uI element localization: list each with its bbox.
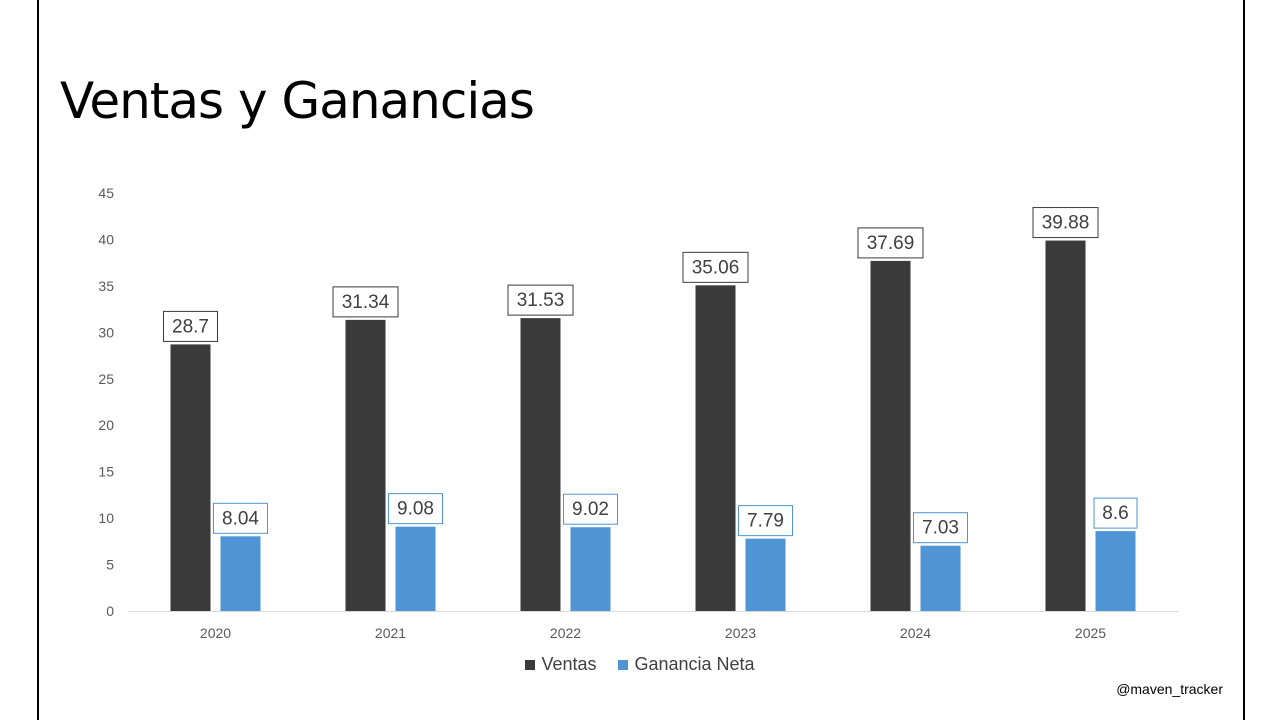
data-label-box-ventas	[857, 227, 924, 259]
x-tick-label: 2021	[375, 625, 406, 641]
data-label-box-ventas	[682, 251, 749, 283]
legend-swatch-ventas	[525, 659, 536, 670]
data-label-box-ventas	[332, 286, 399, 318]
bar-ganancia-neta	[1095, 531, 1136, 611]
data-label-ganancia-neta: 7.03	[922, 518, 959, 539]
data-label-ventas: 35.06	[692, 257, 740, 278]
data-label-ventas: 39.88	[1042, 213, 1090, 234]
data-label-ventas: 31.34	[342, 292, 390, 313]
bar-ventas	[520, 318, 561, 611]
y-tick-label: 0	[106, 603, 114, 619]
bar-ventas	[345, 319, 386, 611]
data-label-box-ganancia-neta	[388, 493, 443, 525]
data-label-ganancia-neta: 8.6	[1102, 503, 1128, 524]
data-label-box-ventas	[163, 310, 218, 342]
bar-ventas	[1045, 240, 1086, 611]
x-tick-label: 2025	[1075, 625, 1106, 641]
legend-swatch-ganancia-neta	[618, 659, 629, 670]
data-label-ganancia-neta: 7.79	[747, 511, 784, 532]
page-title: Ventas y Ganancias	[60, 72, 535, 130]
y-tick-label: 40	[98, 231, 114, 247]
watermark: @maven_tracker	[1116, 681, 1223, 697]
bar-ventas	[870, 260, 911, 611]
legend-label-ventas: Ventas	[541, 654, 597, 674]
data-label-ganancia-neta: 9.02	[572, 499, 609, 520]
y-tick-label: 35	[98, 278, 114, 294]
data-label-box-ganancia-neta	[213, 502, 268, 534]
bar-ganancia-neta	[395, 526, 436, 611]
data-label-box-ganancia-neta	[1093, 497, 1138, 529]
data-label-box-ganancia-neta	[738, 505, 793, 537]
y-tick-label: 5	[106, 557, 114, 573]
y-tick-label: 15	[98, 464, 114, 480]
legend-item-ventas: Ventas	[525, 654, 596, 675]
bar-ventas	[695, 285, 736, 611]
data-label-ventas: 31.53	[517, 290, 565, 311]
y-tick-label: 45	[98, 185, 114, 201]
data-label-ganancia-neta: 9.08	[397, 499, 434, 520]
x-tick-label: 2022	[550, 625, 581, 641]
bar-ganancia-neta	[920, 545, 961, 611]
data-label-box-ganancia-neta	[563, 493, 618, 525]
x-tick-label: 2023	[725, 625, 756, 641]
bar-ganancia-neta	[570, 527, 611, 611]
bar-ganancia-neta	[220, 536, 261, 611]
y-tick-label: 25	[98, 371, 114, 387]
y-tick-label: 20	[98, 417, 114, 433]
bar-ventas	[170, 344, 211, 611]
legend-label-ganancia-neta: Ganancia Neta	[634, 654, 755, 674]
x-tick-label: 2024	[900, 625, 931, 641]
y-tick-label: 10	[98, 510, 114, 526]
y-tick-label: 30	[98, 324, 114, 340]
data-label-box-ventas	[1032, 207, 1099, 239]
data-label-box-ventas	[507, 284, 574, 316]
x-tick-label: 2020	[200, 625, 231, 641]
legend-item-ganancia-neta: Ganancia Neta	[618, 654, 755, 675]
chart-legend: Ventas Ganancia Neta	[0, 654, 1280, 675]
data-label-ventas: 37.69	[867, 233, 915, 254]
bar-ganancia-neta	[745, 538, 786, 611]
data-label-ventas: 28.7	[172, 316, 209, 337]
data-label-box-ganancia-neta	[913, 512, 968, 544]
data-label-ganancia-neta: 8.04	[222, 508, 259, 529]
